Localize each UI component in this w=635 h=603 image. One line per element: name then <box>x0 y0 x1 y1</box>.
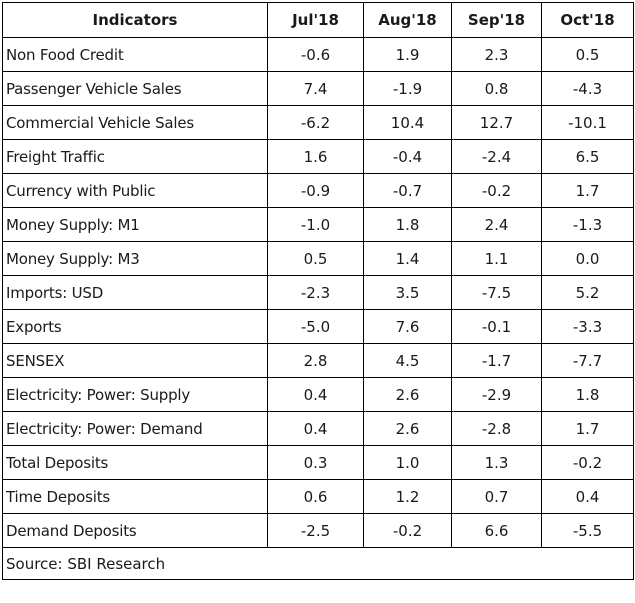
value-cell: 1.3 <box>451 445 542 480</box>
value-cell: -0.2 <box>541 445 634 480</box>
value-cell: 10.4 <box>363 105 452 140</box>
value-cell: 1.8 <box>363 207 452 242</box>
indicator-name: Money Supply: M1 <box>2 207 268 242</box>
value-cell: -0.7 <box>363 173 452 208</box>
value-cell: -6.2 <box>267 105 364 140</box>
table-row: Imports: USD -2.3 3.5 -7.5 5.2 <box>2 275 634 310</box>
value-cell: 3.5 <box>363 275 452 310</box>
value-cell: -1.7 <box>451 343 542 378</box>
table-row: Money Supply: M1 -1.0 1.8 2.4 -1.3 <box>2 207 634 242</box>
value-cell: 0.5 <box>267 241 364 276</box>
value-cell: 7.6 <box>363 309 452 344</box>
value-cell: 1.7 <box>541 173 634 208</box>
indicator-name: Currency with Public <box>2 173 268 208</box>
value-cell: -1.3 <box>541 207 634 242</box>
value-cell: -4.3 <box>541 71 634 106</box>
source-row: Source: SBI Research <box>2 547 634 580</box>
value-cell: 1.0 <box>363 445 452 480</box>
table-row: Money Supply: M3 0.5 1.4 1.1 0.0 <box>2 241 634 276</box>
value-cell: -7.5 <box>451 275 542 310</box>
value-cell: -5.0 <box>267 309 364 344</box>
header-row: Indicators Jul'18 Aug'18 Sep'18 Oct'18 <box>2 2 634 38</box>
value-cell: -2.8 <box>451 411 542 446</box>
value-cell: 0.4 <box>541 479 634 514</box>
header-sep-18: Sep'18 <box>451 2 542 38</box>
value-cell: -0.6 <box>267 37 364 72</box>
value-cell: 1.4 <box>363 241 452 276</box>
indicator-name: Imports: USD <box>2 275 268 310</box>
value-cell: -2.4 <box>451 139 542 174</box>
header-aug-18: Aug'18 <box>363 2 452 38</box>
value-cell: -10.1 <box>541 105 634 140</box>
value-cell: 2.6 <box>363 411 452 446</box>
value-cell: 0.4 <box>267 377 364 412</box>
indicator-name: Commercial Vehicle Sales <box>2 105 268 140</box>
value-cell: 4.5 <box>363 343 452 378</box>
indicator-name: Total Deposits <box>2 445 268 480</box>
table-row: Exports -5.0 7.6 -0.1 -3.3 <box>2 309 634 344</box>
value-cell: 2.6 <box>363 377 452 412</box>
value-cell: 0.3 <box>267 445 364 480</box>
value-cell: -0.4 <box>363 139 452 174</box>
header-oct-18: Oct'18 <box>541 2 634 38</box>
value-cell: -0.9 <box>267 173 364 208</box>
table-row: SENSEX 2.8 4.5 -1.7 -7.7 <box>2 343 634 378</box>
value-cell: 5.2 <box>541 275 634 310</box>
value-cell: 1.6 <box>267 139 364 174</box>
value-cell: 0.5 <box>541 37 634 72</box>
indicator-name: Money Supply: M3 <box>2 241 268 276</box>
value-cell: 0.7 <box>451 479 542 514</box>
table-row: Commercial Vehicle Sales -6.2 10.4 12.7 … <box>2 105 634 140</box>
table-row: Total Deposits 0.3 1.0 1.3 -0.2 <box>2 445 634 480</box>
value-cell: 6.6 <box>451 513 542 548</box>
value-cell: 0.8 <box>451 71 542 106</box>
indicator-name: Electricity: Power: Supply <box>2 377 268 412</box>
value-cell: -1.9 <box>363 71 452 106</box>
indicators-table: Indicators Jul'18 Aug'18 Sep'18 Oct'18 N… <box>2 2 634 580</box>
indicator-name: Passenger Vehicle Sales <box>2 71 268 106</box>
indicator-name: Electricity: Power: Demand <box>2 411 268 446</box>
table-row: Passenger Vehicle Sales 7.4 -1.9 0.8 -4.… <box>2 71 634 106</box>
value-cell: 0.4 <box>267 411 364 446</box>
value-cell: -2.3 <box>267 275 364 310</box>
table-row: Non Food Credit -0.6 1.9 2.3 0.5 <box>2 37 634 72</box>
value-cell: -3.3 <box>541 309 634 344</box>
value-cell: 1.1 <box>451 241 542 276</box>
table-row: Electricity: Power: Demand 0.4 2.6 -2.8 … <box>2 411 634 446</box>
table-row: Electricity: Power: Supply 0.4 2.6 -2.9 … <box>2 377 634 412</box>
value-cell: -1.0 <box>267 207 364 242</box>
value-cell: 2.3 <box>451 37 542 72</box>
value-cell: 1.2 <box>363 479 452 514</box>
value-cell: -5.5 <box>541 513 634 548</box>
value-cell: 7.4 <box>267 71 364 106</box>
header-indicators: Indicators <box>2 2 268 38</box>
source-note: Source: SBI Research <box>2 547 634 580</box>
value-cell: -7.7 <box>541 343 634 378</box>
table-row: Time Deposits 0.6 1.2 0.7 0.4 <box>2 479 634 514</box>
indicator-name: Exports <box>2 309 268 344</box>
value-cell: 1.9 <box>363 37 452 72</box>
value-cell: 0.0 <box>541 241 634 276</box>
table-row: Freight Traffic 1.6 -0.4 -2.4 6.5 <box>2 139 634 174</box>
table-row: Currency with Public -0.9 -0.7 -0.2 1.7 <box>2 173 634 208</box>
indicator-name: Non Food Credit <box>2 37 268 72</box>
value-cell: 1.7 <box>541 411 634 446</box>
value-cell: 1.8 <box>541 377 634 412</box>
indicator-name: Demand Deposits <box>2 513 268 548</box>
table-row: Demand Deposits -2.5 -0.2 6.6 -5.5 <box>2 513 634 548</box>
value-cell: 12.7 <box>451 105 542 140</box>
value-cell: -2.5 <box>267 513 364 548</box>
value-cell: -0.2 <box>451 173 542 208</box>
indicator-name: SENSEX <box>2 343 268 378</box>
value-cell: 6.5 <box>541 139 634 174</box>
indicator-name: Freight Traffic <box>2 139 268 174</box>
indicator-name: Time Deposits <box>2 479 268 514</box>
value-cell: 2.8 <box>267 343 364 378</box>
value-cell: 0.6 <box>267 479 364 514</box>
value-cell: -0.2 <box>363 513 452 548</box>
value-cell: -2.9 <box>451 377 542 412</box>
value-cell: 2.4 <box>451 207 542 242</box>
header-jul-18: Jul'18 <box>267 2 364 38</box>
value-cell: -0.1 <box>451 309 542 344</box>
